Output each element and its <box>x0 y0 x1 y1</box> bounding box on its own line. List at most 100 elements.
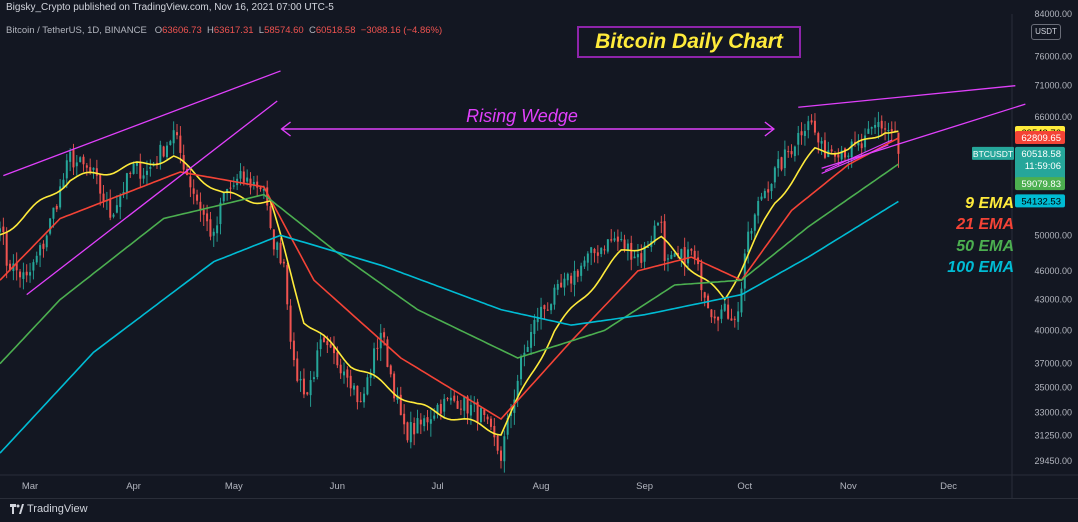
candle-body <box>399 394 402 416</box>
candle-body <box>723 303 726 311</box>
candle-body <box>683 247 686 266</box>
candle-body <box>553 287 556 305</box>
candle-body <box>142 175 145 179</box>
candle-body <box>436 404 439 414</box>
price-tag-bg <box>1015 177 1065 191</box>
candle-body <box>39 245 42 256</box>
wedge-lower-line <box>26 100 278 296</box>
candle-body <box>473 403 476 405</box>
candle-body <box>2 226 5 233</box>
candle-body <box>219 202 222 225</box>
candle-body <box>620 239 623 241</box>
candle-body <box>162 146 165 157</box>
ema21-line <box>0 137 899 421</box>
symbol-label: Bitcoin / TetherUS, 1D, BINANCE <box>6 25 147 36</box>
candle-body <box>169 141 172 145</box>
candle-body <box>229 187 232 189</box>
candle-body <box>75 162 78 167</box>
candle-body <box>803 131 806 136</box>
candle-body <box>226 188 229 194</box>
x-tick-label: Aug <box>533 481 550 492</box>
candle-body <box>646 246 649 248</box>
candle-body <box>817 133 820 143</box>
candle-body <box>186 169 189 175</box>
candle-body <box>15 262 18 271</box>
candle-body <box>409 422 412 443</box>
candle-body <box>733 318 736 320</box>
candle-body <box>216 225 219 234</box>
candle-body <box>319 339 322 350</box>
candle-body <box>45 235 48 248</box>
candle-body <box>503 436 506 462</box>
rising-wedge-label: Rising Wedge <box>466 106 578 126</box>
candle-body <box>540 306 543 318</box>
candle-body <box>453 395 456 401</box>
candle-body <box>727 304 730 319</box>
candle-body <box>383 332 386 338</box>
ema50-legend: 50 EMA <box>956 238 1014 255</box>
candle-body <box>526 346 529 352</box>
candle-body <box>212 231 215 236</box>
candle-body <box>129 172 132 174</box>
candle-body <box>109 198 112 218</box>
candle-body <box>486 416 489 420</box>
wedge-lower-line <box>821 103 1026 169</box>
candle-body <box>135 162 138 166</box>
candle-body <box>606 239 609 252</box>
candle-body <box>693 250 696 258</box>
candle-body <box>433 415 436 419</box>
chart-title: Bitcoin Daily Chart <box>577 26 801 58</box>
candle-body <box>833 153 836 157</box>
price-tag-text: 59079.83 <box>1021 179 1061 190</box>
candle-body <box>25 271 28 276</box>
candle-body <box>35 255 38 263</box>
candle-body <box>563 278 566 288</box>
candle-body <box>713 316 716 319</box>
candle-body <box>857 142 860 146</box>
candle-body <box>760 196 763 200</box>
wedge-inner-line <box>821 144 889 174</box>
ohlc-high-value: 63617.31 <box>213 25 254 36</box>
candle-body <box>172 130 175 144</box>
candle-body <box>737 311 740 322</box>
currency-button[interactable]: USDT <box>1031 24 1061 40</box>
candle-body <box>406 422 409 441</box>
candle-body <box>79 157 82 163</box>
candle-body <box>496 435 499 451</box>
candle-body <box>887 130 890 132</box>
publisher-line: Bigsky_Crypto published on TradingView.c… <box>6 2 334 13</box>
price-tag-text: 60518.58 <box>1021 149 1061 160</box>
candle-body <box>476 401 479 422</box>
candle-body <box>209 219 212 237</box>
candle-body <box>489 418 492 427</box>
candle-body <box>837 154 840 158</box>
candle-body <box>199 201 202 211</box>
candle-body <box>513 399 516 413</box>
candle-body <box>626 243 629 251</box>
candle-body <box>332 346 335 354</box>
candle-body <box>403 413 406 425</box>
candle-body <box>242 171 245 183</box>
candle-body <box>830 149 833 152</box>
ohlc-low-value: 58574.60 <box>264 25 304 36</box>
candle-body <box>299 378 302 381</box>
candle-body <box>874 124 877 128</box>
candle-body <box>145 170 148 175</box>
candle-body <box>479 407 482 423</box>
candle-body <box>306 392 309 395</box>
x-tick-label: Oct <box>737 481 752 492</box>
y-tick-label: 35000.00 <box>1034 382 1072 392</box>
candle-body <box>880 120 883 129</box>
candle-body <box>246 177 249 182</box>
candle-body <box>610 239 613 241</box>
candle-body <box>797 132 800 145</box>
candle-body <box>520 356 523 380</box>
candle-body <box>286 265 289 305</box>
candle-body <box>189 176 192 188</box>
candle-body <box>850 141 853 158</box>
candle-body <box>576 270 579 277</box>
ohlc-high-key: H <box>207 25 214 36</box>
candle-body <box>640 253 643 263</box>
